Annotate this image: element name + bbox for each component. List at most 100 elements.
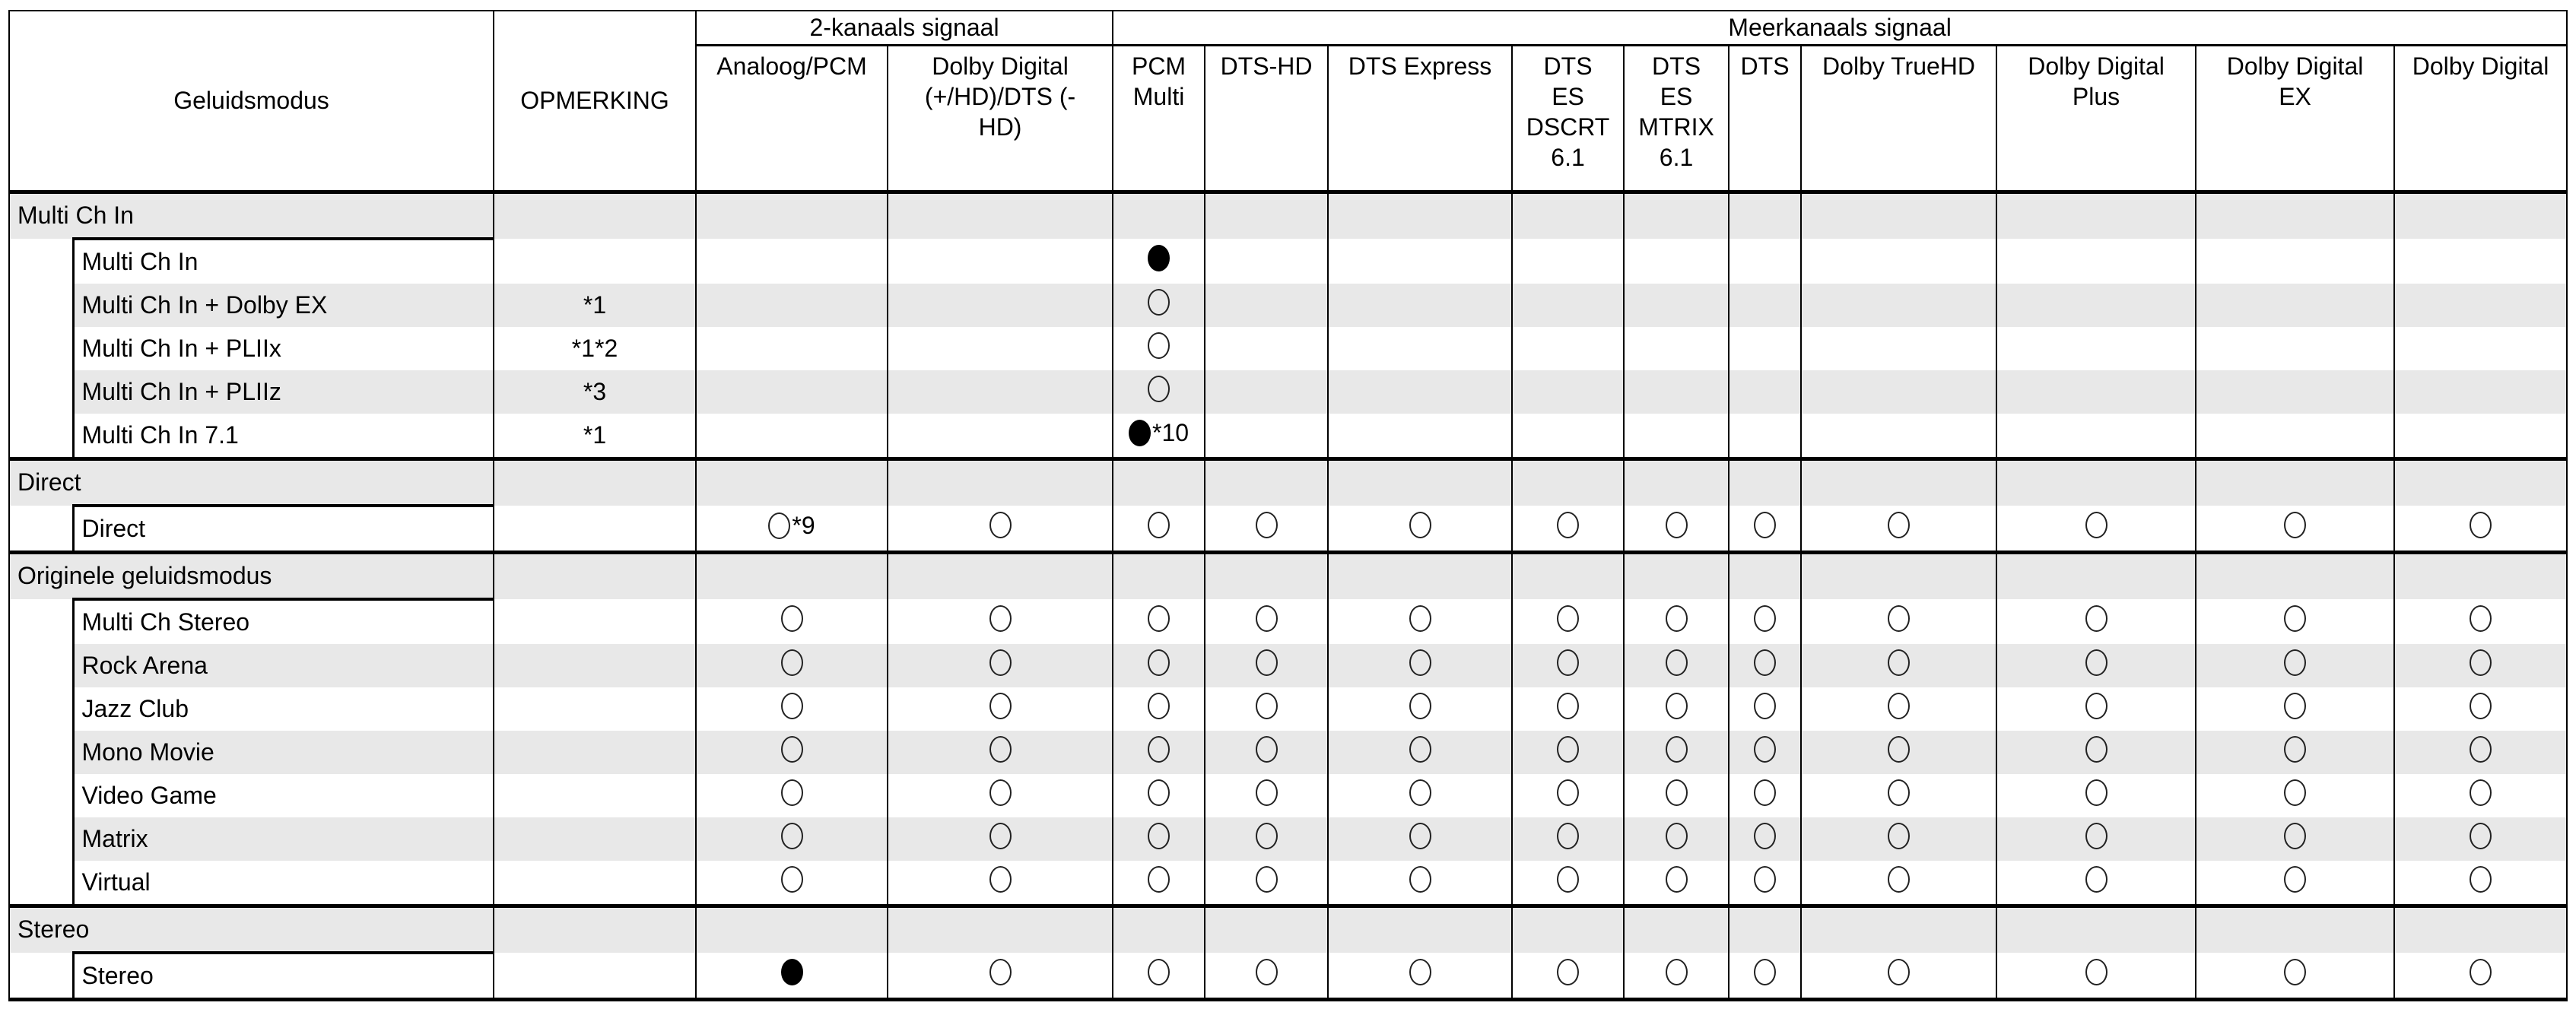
empty-cell — [1800, 904, 1998, 953]
table-row: Multi Ch In + PLIIz *3 — [8, 370, 2568, 414]
filled-circle-icon — [1148, 245, 1170, 271]
open-circle-icon — [1148, 959, 1170, 985]
support-cell — [2195, 817, 2396, 861]
support-cell — [695, 327, 889, 370]
support-cell — [2393, 414, 2568, 459]
support-cell — [1728, 599, 1803, 644]
sound-mode-name: Mono Movie — [71, 731, 495, 774]
header-dts-es-dscrt: DTS ES DSCRT 6.1 — [1511, 44, 1625, 194]
support-symbol — [2284, 959, 2307, 985]
support-cell — [1996, 953, 2197, 1001]
open-circle-icon — [1255, 649, 1278, 676]
open-circle-icon — [1255, 736, 1278, 763]
support-cell — [1204, 506, 1329, 553]
open-circle-icon — [2470, 512, 2492, 538]
support-cell — [1511, 506, 1625, 553]
open-circle-icon — [989, 605, 1012, 632]
open-circle-icon — [2470, 779, 2492, 806]
open-circle-icon — [2085, 823, 2107, 849]
support-symbol — [2470, 512, 2492, 538]
table-row: Direct *9 — [8, 504, 2568, 553]
support-symbol — [1557, 959, 1580, 985]
open-circle-icon — [1557, 512, 1580, 538]
sound-mode-name: Multi Ch In — [71, 237, 495, 284]
support-cell — [1996, 599, 2197, 644]
support-symbol — [780, 605, 803, 632]
open-circle-icon — [989, 512, 1012, 538]
support-cell — [2195, 861, 2396, 906]
open-circle-icon — [2085, 649, 2107, 676]
support-symbol — [1557, 866, 1580, 893]
empty-cell — [1204, 457, 1329, 506]
support-symbol — [2085, 823, 2107, 849]
open-circle-icon — [989, 823, 1012, 849]
table-row: Multi Ch In 7.1 *1 *10 — [8, 414, 2568, 459]
remark-cell — [493, 687, 697, 731]
support-cell — [695, 644, 889, 687]
support-cell — [2195, 239, 2396, 284]
open-circle-icon — [1888, 512, 1911, 538]
header-two-channel-signal: 2-kanaals signaal — [695, 10, 1114, 46]
support-symbol — [2085, 736, 2107, 763]
support-cell — [1996, 774, 2197, 817]
support-cell — [2195, 327, 2396, 370]
support-symbol — [1148, 823, 1170, 849]
support-cell — [1728, 284, 1803, 327]
group-row: Multi Ch In — [8, 190, 2568, 239]
support-cell — [2195, 774, 2396, 817]
support-cell — [1996, 644, 2197, 687]
support-symbol — [1148, 736, 1170, 763]
remark-cell — [493, 644, 697, 687]
support-symbol — [1255, 649, 1278, 676]
empty-cell — [2195, 551, 2396, 599]
support-symbol — [1557, 823, 1580, 849]
support-symbol — [1754, 823, 1777, 849]
support-cell — [1623, 817, 1730, 861]
support-cell — [2393, 861, 2568, 906]
support-cell — [887, 861, 1114, 906]
support-cell — [1728, 644, 1803, 687]
remark-cell — [493, 506, 697, 553]
support-cell — [1800, 414, 1998, 459]
support-symbol — [2085, 779, 2107, 806]
support-cell: *9 — [695, 506, 889, 553]
empty-cell — [2393, 551, 2568, 599]
support-cell — [1511, 414, 1625, 459]
open-circle-icon — [1409, 959, 1431, 985]
open-circle-icon — [1255, 823, 1278, 849]
open-circle-icon — [1255, 605, 1278, 632]
open-circle-icon — [1557, 605, 1580, 632]
sound-mode-name: Multi Ch In 7.1 — [71, 414, 495, 459]
support-symbol — [1255, 693, 1278, 719]
open-circle-icon — [1148, 693, 1170, 719]
support-symbol — [780, 693, 803, 719]
open-circle-icon — [2470, 649, 2492, 676]
support-cell — [1327, 239, 1514, 284]
support-cell — [887, 774, 1114, 817]
support-symbol — [1888, 823, 1911, 849]
support-cell — [1511, 644, 1625, 687]
support-symbol — [1255, 736, 1278, 763]
support-cell — [1511, 861, 1625, 906]
support-symbol — [1754, 779, 1777, 806]
support-symbol — [1754, 649, 1777, 676]
support-cell — [1112, 861, 1206, 906]
open-circle-icon — [1888, 866, 1911, 893]
open-circle-icon — [1148, 866, 1170, 893]
support-symbol — [1665, 693, 1688, 719]
support-symbol — [1409, 736, 1431, 763]
empty-cell — [2393, 190, 2568, 239]
support-symbol — [1255, 512, 1278, 538]
sound-mode-name: Stereo — [71, 951, 495, 1001]
support-symbol — [989, 512, 1012, 538]
support-cell — [1623, 284, 1730, 327]
sound-mode-name: Virtual — [71, 861, 495, 906]
open-circle-icon — [780, 823, 803, 849]
support-symbol — [989, 779, 1012, 806]
open-circle-icon — [1255, 693, 1278, 719]
open-circle-icon — [768, 512, 791, 539]
header-dts-es-mtrix: DTS ES MTRIX 6.1 — [1623, 44, 1730, 194]
empty-cell — [1623, 904, 1730, 953]
empty-cell — [1996, 190, 2197, 239]
empty-cell — [2393, 904, 2568, 953]
